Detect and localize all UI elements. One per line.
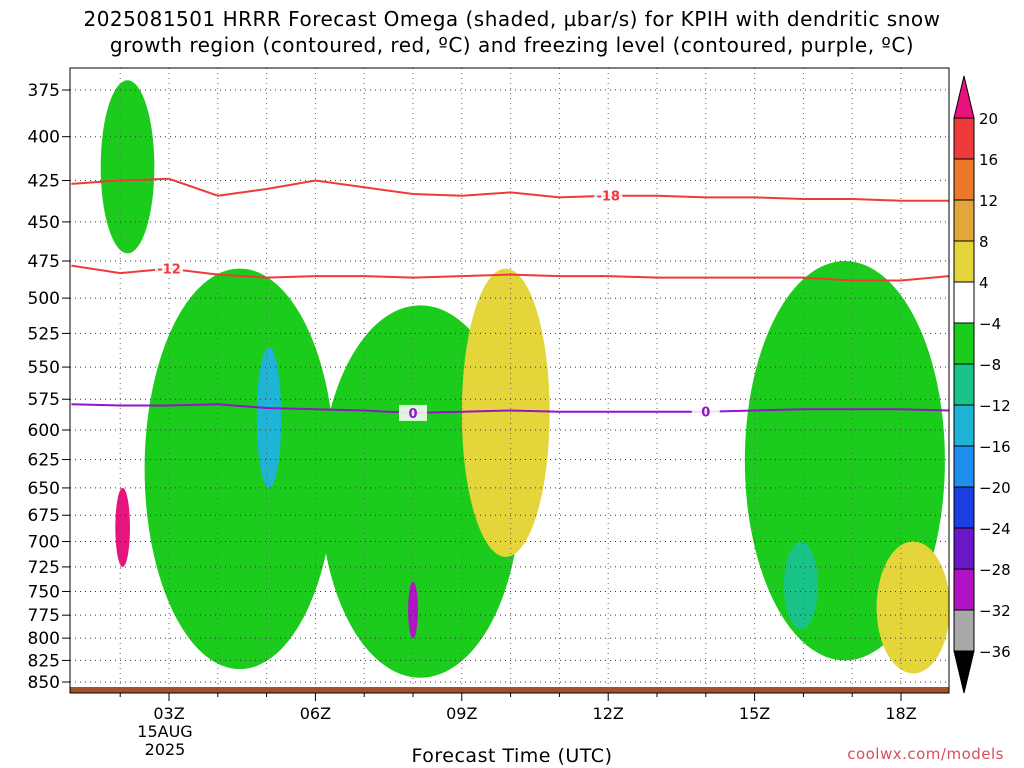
colorbar-label: −16 [979,438,1011,456]
omega-region-6 [783,541,819,630]
contour-label-0: 0 [408,407,417,422]
colorbar-label: −20 [979,479,1011,497]
contour-label-bg [155,260,183,277]
y-tick-label: 775 [28,606,60,626]
colorbar-label: −32 [979,602,1011,620]
contour-label-bg [594,187,623,204]
contour-label-m12: -12 [157,263,181,278]
y-tick-label: 725 [28,558,60,578]
colorbar-label: −28 [979,561,1011,579]
colorbar-label: 16 [979,151,998,169]
y-tick-label: 700 [28,533,60,553]
y-tick-label: 800 [28,629,60,649]
y-tick-label: 400 [28,128,60,148]
y-tick-label: 575 [28,390,60,410]
x-tick-sublabel: 2025 [145,740,186,759]
colorbar-band [953,363,975,406]
y-tick-label: 650 [28,479,60,499]
terrain-strip [70,687,949,693]
colorbar-band [953,158,975,201]
colorbar-band [953,568,975,611]
omega-region-0 [100,80,155,254]
colorbar-band [953,445,975,488]
plot-frame [69,67,950,694]
contour-label-0: 0 [701,406,710,421]
x-tick-label: 09Z [446,704,477,723]
grid-lines [70,68,949,693]
axes: 375 400 425 450 475 500 525 550 575 600 625 650 675 7… [28,67,950,759]
x-axis-label: Forecast Time (UTC) [411,745,613,767]
colorbar-band [953,486,975,529]
colorbar-label: −4 [979,315,1001,333]
colorbar-arrow-top [953,75,975,119]
colorbar-label: −36 [979,643,1011,661]
chart-title-line-2: growth region (contoured, red, ºC) and f… [109,33,915,57]
y-tick-label: 550 [28,358,60,378]
source-credit: coolwx.com/models [847,745,1004,763]
omega-region-4 [408,581,418,639]
contour-label-bg [399,404,427,421]
colorbar-band [953,117,975,160]
y-tick-label: 525 [28,324,60,344]
contour-lines: -18 -12 0 0 [71,177,949,422]
x-tick-label: 12Z [593,704,624,723]
y-tick-label: 450 [28,213,60,233]
omega-region-2 [256,347,282,488]
colorbar-band [953,199,975,242]
colorbar-arrow-bottom [953,650,975,694]
contour-label-m18: -18 [596,190,620,205]
omega-region-1 [144,268,335,670]
colorbar-band [953,281,975,324]
y-tick-label: 425 [28,172,60,192]
colorbar-band [953,322,975,365]
colorbar-label: 8 [979,233,989,251]
colorbar-band [953,404,975,447]
x-tick-sublabel: 15AUG [137,722,192,741]
colorbar-label: −8 [979,356,1001,374]
omega-region-8 [461,268,550,557]
omega-region-9 [876,541,949,674]
contour-label-bg [691,403,720,420]
y-tick-label: 625 [28,451,60,471]
contour-line-m18 [71,177,949,202]
contour-line-m12 [71,264,949,282]
omega-region-7 [115,487,130,567]
y-tick-label: 825 [28,651,60,671]
colorbar-label: 4 [979,274,989,292]
y-tick-label: 750 [28,582,60,602]
colorbar-band [953,240,975,283]
x-tick-label: 18Z [885,704,916,723]
y-tick-label: 600 [28,421,60,441]
x-tick-label: 06Z [300,704,331,723]
y-tick-label: 675 [28,506,60,526]
y-tick-label: 850 [28,673,60,693]
x-tick-label: 03Z [153,704,184,723]
y-tick-label: 475 [28,252,60,272]
colorbar-label: 20 [979,110,998,128]
x-tick-label: 15Z [739,704,770,723]
chart-title-line-1: 2025081501 HRRR Forecast Omega (shaded, … [83,7,941,31]
colorbar-band [953,609,975,652]
colorbar-label: 12 [979,192,998,210]
y-tick-label: 375 [28,81,60,101]
y-tick-label: 500 [28,289,60,309]
contour-line-0 [71,403,949,414]
colorbar-label: −12 [979,397,1011,415]
omega-shading [100,80,949,678]
colorbar-band [953,527,975,570]
colorbar: 20 16 12 8 4 −4 −8 −12 −16 −20 −24 −28 −32 −36 [953,75,1011,694]
colorbar-label: −24 [979,520,1011,538]
